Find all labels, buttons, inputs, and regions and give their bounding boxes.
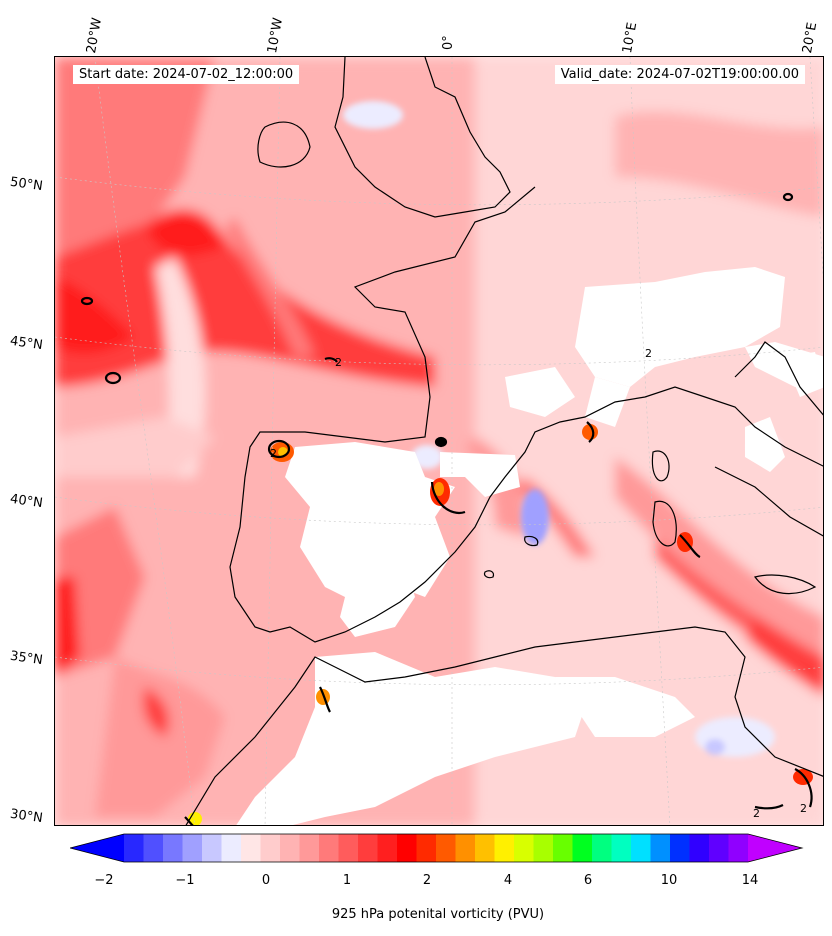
colorbar-extend-low: [70, 834, 124, 862]
colorbar-tick-label: 1: [342, 873, 352, 888]
colorbar-segment: [163, 834, 183, 862]
colorbar-segment: [611, 834, 632, 862]
colorbar-segment: [182, 834, 203, 862]
colorbar-segment: [124, 834, 144, 862]
colorbar-title: 925 hPa potenital vorticity (PVU): [331, 907, 545, 922]
colorbar-segment: [319, 834, 339, 862]
contour-label: 2: [753, 807, 760, 820]
colorbar-segment: [241, 834, 261, 862]
colorbar-tick-label: −2: [94, 873, 114, 888]
lat-label-40n: 40°N: [9, 491, 44, 512]
colorbar-segment: [299, 834, 320, 862]
colorbar-tick-label: 14: [741, 873, 759, 888]
colorbar-segment: [709, 834, 729, 862]
colorbar-segment: [338, 834, 359, 862]
contour-label: 2: [335, 356, 342, 369]
graticule: [55, 57, 823, 825]
colorbar-extend-high: [748, 834, 802, 862]
colorbar-segment: [553, 834, 573, 862]
colorbar-segment: [592, 834, 612, 862]
colorbar-segment: [202, 834, 222, 862]
colorbar-segment: [494, 834, 515, 862]
lat-label-35n: 35°N: [9, 648, 44, 669]
missing-data-areas: [236, 267, 823, 825]
lat-label-45n: 45°N: [9, 333, 44, 354]
colorbar-segment: [650, 834, 671, 862]
colorbar-tick-label: 4: [503, 873, 513, 888]
colorbar-segment: [455, 834, 476, 862]
colorbar-segment: [533, 834, 554, 862]
pv-map: 2 2 2 2 2: [55, 57, 823, 825]
colorbar-segment: [514, 834, 534, 862]
lat-label-30n: 30°N: [9, 806, 44, 827]
colorbar: [68, 832, 810, 870]
lon-label-20w: 20°W: [84, 16, 106, 55]
colorbar-segment: [221, 834, 242, 862]
colorbar-segment: [358, 834, 378, 862]
lat-label-50n: 50°N: [9, 174, 44, 195]
colorbar-segment: [143, 834, 164, 862]
colorbar-segment: [397, 834, 417, 862]
colorbar-segment: [631, 834, 651, 862]
colorbar-segment: [572, 834, 593, 862]
colorbar-segment: [377, 834, 398, 862]
contour-label: 2: [645, 347, 652, 360]
colorbar-outline: [68, 833, 804, 863]
lon-label-10e: 10°E: [620, 21, 641, 55]
pv-2-contours: [80, 192, 813, 825]
start-date-label: Start date: 2024-07-02_12:00:00: [73, 65, 300, 84]
colorbar-segment: [280, 834, 300, 862]
contour-labels: 2 2 2 2 2: [270, 347, 807, 820]
contour-label: 2: [800, 802, 807, 815]
map-panel[interactable]: 2 2 2 2 2 Start date: 2024-07-02_12:00:0…: [54, 56, 824, 826]
colorbar-tick-label: −1: [175, 873, 195, 888]
colorbar-segment: [689, 834, 710, 862]
colorbar-segment: [416, 834, 437, 862]
colorbar-tick-label: 0: [261, 873, 271, 888]
lon-label-0: 0°: [441, 35, 456, 50]
colorbar-segment: [260, 834, 281, 862]
colorbar-tick-label: 10: [660, 873, 678, 888]
colorbar-tick-label: 6: [583, 873, 593, 888]
colorbar-segment: [436, 834, 456, 862]
coastlines: [185, 57, 823, 825]
lon-label-20e: 20°E: [800, 21, 821, 55]
colorbar-tick-label: 2: [422, 873, 432, 888]
colorbar-segment: [475, 834, 495, 862]
colorbar-segment: [728, 834, 749, 862]
negative-pv-patches: [343, 101, 781, 757]
colorbar-segment: [670, 834, 690, 862]
colorbar-svg: [68, 833, 804, 863]
valid-date-label: Valid_date: 2024-07-02T19:00:00.00: [554, 65, 805, 84]
lon-label-10w: 10°W: [265, 16, 287, 55]
contour-label: 2: [270, 447, 277, 460]
